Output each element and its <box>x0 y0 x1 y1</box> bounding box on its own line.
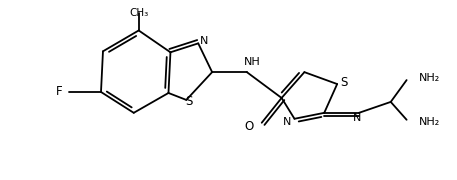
Text: N: N <box>283 117 292 127</box>
Text: CH₃: CH₃ <box>129 8 149 18</box>
Text: O: O <box>244 120 254 133</box>
Text: NH₂: NH₂ <box>419 73 440 83</box>
Text: N: N <box>353 113 361 123</box>
Text: NH₂: NH₂ <box>419 117 440 127</box>
Text: S: S <box>186 95 193 108</box>
Text: S: S <box>340 76 347 89</box>
Text: F: F <box>56 86 62 98</box>
Text: N: N <box>200 36 208 46</box>
Text: NH: NH <box>244 57 260 67</box>
